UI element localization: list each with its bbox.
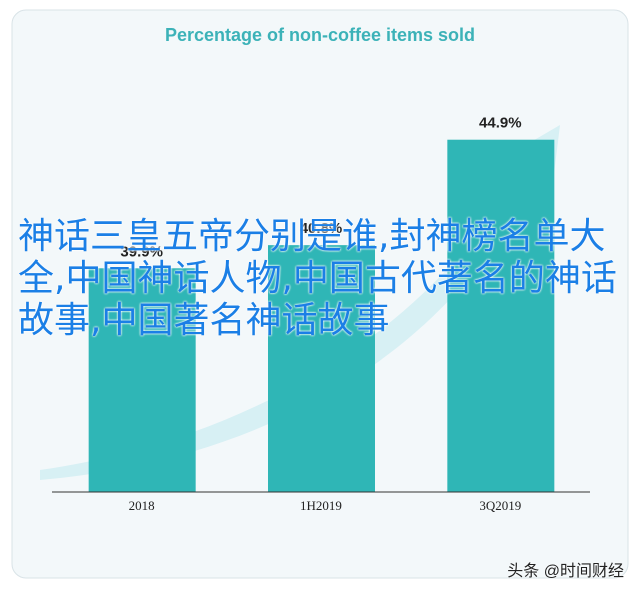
- x-tick-label: 3Q2019: [479, 498, 521, 513]
- bar: [268, 245, 375, 492]
- value-label: 44.9%: [479, 115, 522, 132]
- bar: [447, 139, 555, 492]
- overlay-text: 神话三皇五帝分别是谁,封神榜名单大全,中国神话人物,中国古代著名的神话故事,中国…: [18, 216, 617, 341]
- value-label: 40.8%: [300, 220, 343, 237]
- x-tick-label: 1H2019: [300, 498, 342, 513]
- chart-title: Percentage of non-coffee items sold: [165, 25, 475, 45]
- watermark: 头条 @时间财经: [507, 563, 624, 580]
- x-tick-label: 2018: [129, 498, 155, 513]
- bar: [88, 268, 196, 492]
- value-label: 39.9%: [120, 243, 163, 260]
